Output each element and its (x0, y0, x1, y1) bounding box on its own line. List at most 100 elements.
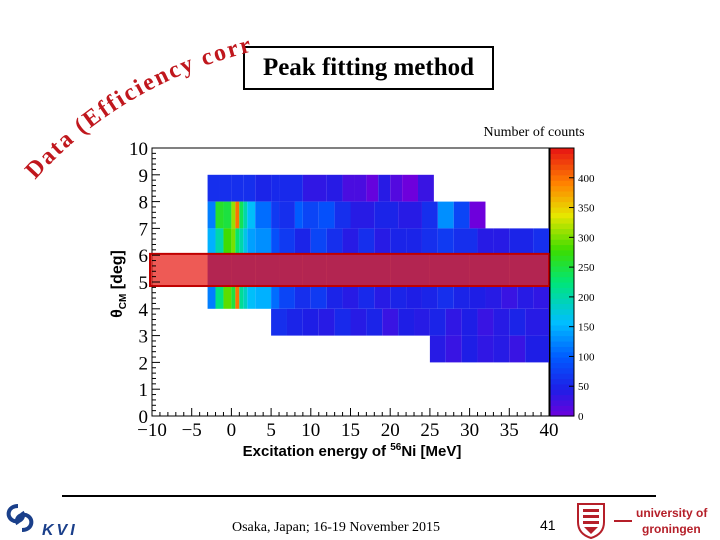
y-axis-title: θCM [deg] (109, 250, 129, 318)
x-tick-label-3: 5 (266, 420, 276, 441)
heatmap-cell-2-23 (493, 228, 510, 254)
heatmap-cell-0-9 (342, 174, 355, 202)
colorbar-segment-35 (550, 223, 574, 229)
x-axis-title-superscript: 56 (390, 442, 402, 453)
colorbar-segment-2 (550, 399, 574, 406)
heatmap-cell-2-20 (437, 228, 454, 254)
footer-text: Osaka, Japan; 16-19 November 2015 (232, 520, 441, 535)
heatmap-cell-5-10 (429, 308, 446, 336)
colorbar-segment-43 (550, 180, 574, 187)
colorbar-segment-9 (550, 362, 574, 369)
x-tick-label-8: 30 (460, 420, 479, 441)
axes: −10 −5 0 5 10 15 20 25 30 35 40 0 1 2 3 4 5 6 7 8 9 10 (129, 139, 559, 441)
heatmap-cell-2-8 (255, 228, 272, 254)
colorbar-segment-7 (550, 373, 574, 380)
heatmap-cell-0-6 (279, 174, 303, 202)
heatmap-cell-0-5 (271, 174, 280, 202)
colorbar-tick-label-8: 400 (578, 173, 595, 185)
colorbar-segment-31 (550, 244, 574, 251)
heatmap-cell-4-17 (390, 286, 407, 309)
logo-bar (614, 520, 632, 522)
x-tick-label-5: 15 (341, 420, 360, 441)
heatmap-cell-5-2 (302, 308, 319, 336)
heatmap-cell-1-14 (334, 201, 351, 229)
heatmap-cell-4-14 (342, 286, 359, 309)
colorbar-segment-8 (550, 367, 574, 374)
colorbar-segment-45 (550, 169, 574, 176)
footer-divider (62, 495, 656, 497)
heatmap-cell-4-1 (215, 286, 224, 309)
heatmap-cell-2-21 (453, 228, 478, 254)
y-tick-label-8: 8 (139, 193, 149, 214)
y-tick-label-10: 10 (129, 139, 148, 160)
heatmap-cell-1-3 (231, 201, 236, 229)
heatmap-cell-4-9 (271, 286, 280, 309)
x-tick-label-7: 25 (420, 420, 439, 441)
heatmap-cell-4-16 (374, 286, 391, 309)
colorbar-segment-18 (550, 314, 574, 321)
colorbar-segment-37 (550, 212, 574, 219)
heatmap-cell-2-10 (279, 228, 295, 254)
colorbar-segment-34 (550, 228, 574, 235)
heatmap-cell-1-13 (318, 201, 335, 229)
heatmap-cell-1-16 (374, 201, 399, 229)
heatmap-cell-0-4 (255, 174, 272, 202)
heatmap-cell-5-14 (493, 308, 510, 336)
colorbar-segment-4 (550, 389, 574, 396)
colorbar-segment-21 (550, 298, 574, 305)
colorbar-tick-label-0: 0 (578, 411, 584, 423)
heatmap-cell-6-1 (445, 335, 462, 363)
colorbar-segment-40 (550, 196, 574, 203)
heatmap-cell-1-10 (279, 201, 295, 229)
heatmap-cell-4-25 (517, 286, 534, 309)
heatmap-cell-5-12 (461, 308, 478, 336)
x-tick-label-2: 0 (227, 420, 237, 441)
x-tick-label-9: 35 (500, 420, 519, 441)
heatmap-cell-2-17 (390, 228, 407, 254)
heatmap-cell-5-4 (334, 308, 351, 336)
y-tick-label-0: 0 (139, 407, 149, 428)
colorbar-segment-33 (550, 233, 574, 240)
heatmap-cell-4-22 (469, 286, 486, 309)
heatmap-cell-6-5 (509, 335, 526, 363)
y-tick-label-1: 1 (139, 380, 149, 401)
colorbar-segment-24 (550, 282, 574, 288)
heatmap-cell-4-19 (421, 286, 438, 309)
heatmap-cell-2-12 (310, 228, 327, 254)
colorbar-frame (549, 147, 575, 417)
colorbar-title: Number of counts (483, 125, 584, 140)
y-tick-label-2: 2 (139, 353, 149, 374)
kvi-logo: KVI (6, 504, 75, 539)
colorbar-tick-label-5: 250 (578, 262, 595, 274)
heatmap-cell-1-5 (239, 201, 244, 229)
colorbar-tick-label-3: 150 (578, 322, 595, 334)
heatmap-cell-5-6 (366, 308, 383, 336)
y-tick-label-7: 7 (139, 219, 149, 240)
heatmap-cell-5-9 (414, 308, 430, 336)
colorbar-segment-15 (550, 330, 574, 337)
heatmap-cell-4-10 (279, 286, 295, 309)
heatmap-cell-1-1 (215, 201, 224, 229)
colorbar-segment-0 (550, 410, 574, 417)
heatmap-cell-1-15 (350, 201, 375, 229)
heatmap-cell-4-4 (235, 286, 240, 309)
heatmap-cell-2-25 (533, 228, 549, 254)
x-axis-title-part-1: Excitation energy of (243, 443, 391, 460)
heatmap-cell-6-2 (461, 335, 478, 363)
heatmap-cell-2-2 (223, 228, 232, 254)
heatmap-cell-5-16 (525, 308, 549, 336)
colorbar-segment-5 (550, 383, 574, 390)
x-axis-title: Excitation energy of 56Ni [MeV] (243, 442, 462, 460)
colorbar-segment-11 (550, 351, 574, 358)
page-number: 41 (540, 517, 556, 533)
heatmap-cell-4-23 (485, 286, 502, 309)
heatmap-cell-1-8 (255, 201, 272, 229)
heatmap-cell-4-6 (243, 286, 248, 309)
heatmap-cell-4-26 (533, 286, 549, 309)
colorbar-tick-label-7: 350 (578, 203, 595, 215)
y-tick-label-3: 3 (139, 327, 149, 348)
colorbar-segment-46 (550, 164, 574, 171)
y-axis-title-part-1: θ (109, 309, 126, 318)
colorbar-segment-27 (550, 265, 574, 272)
y-axis-title-part-3: [deg] (109, 250, 126, 294)
